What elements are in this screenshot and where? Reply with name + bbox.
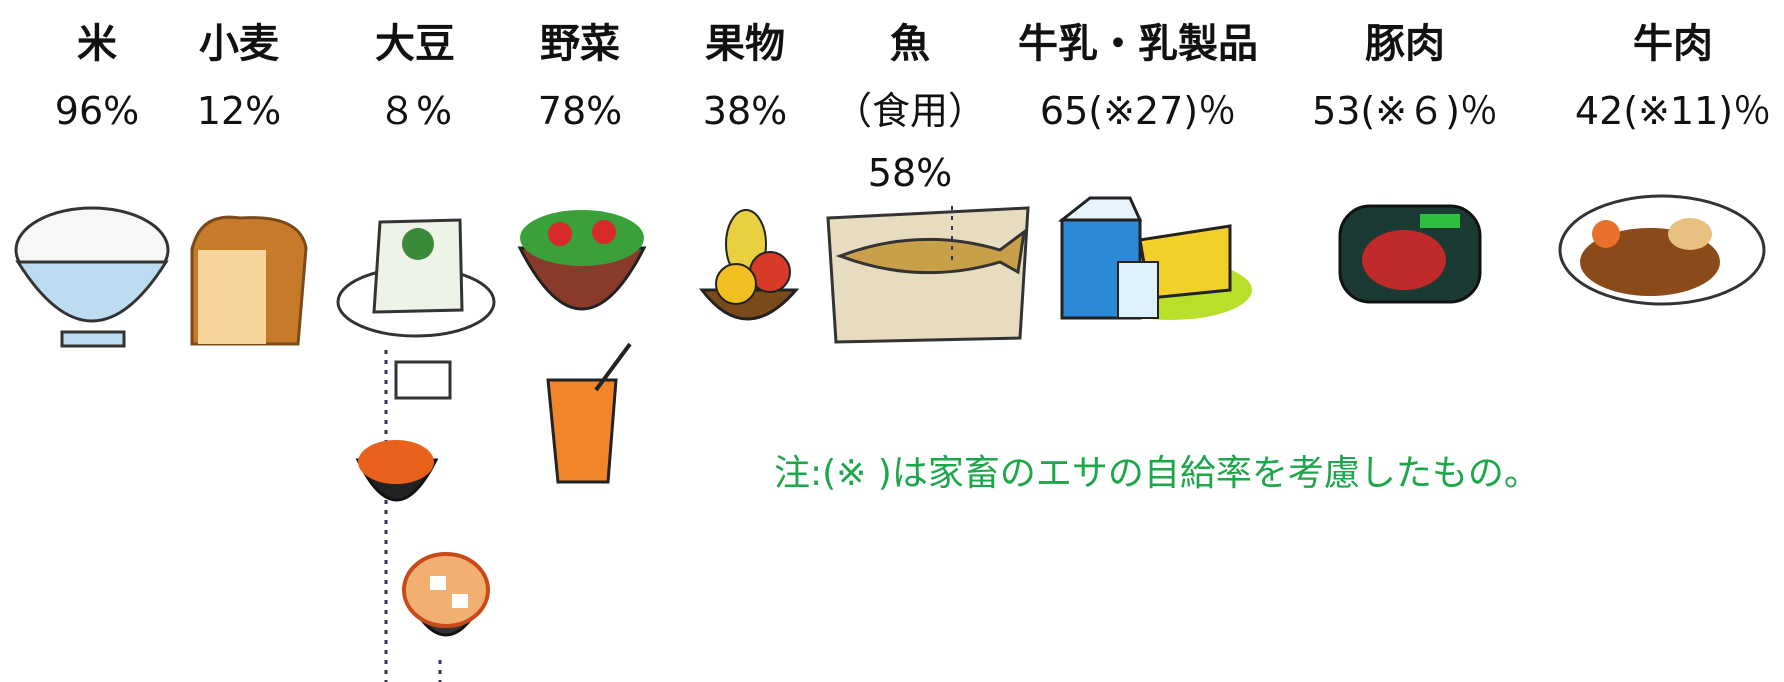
note: 注:(※ )は家畜のエサの自給率を考慮したもの。 bbox=[774, 453, 1540, 494]
item-qualifier: （食用） bbox=[833, 89, 987, 133]
item-rate: 65(※27)％ bbox=[1039, 89, 1237, 133]
item-name: 大豆 bbox=[375, 21, 455, 67]
natto-icon bbox=[355, 360, 452, 502]
item-name: 小麦 bbox=[199, 21, 279, 67]
bread-icon bbox=[190, 215, 308, 346]
miso-icon bbox=[401, 552, 491, 682]
item-rate: 53(※６)％ bbox=[1312, 89, 1498, 133]
item-name: 魚 bbox=[890, 21, 930, 67]
rice-icon bbox=[14, 206, 170, 348]
salad-icon bbox=[517, 210, 647, 311]
item-name: 野菜 bbox=[540, 21, 620, 67]
item-name: 豚肉 bbox=[1365, 21, 1445, 67]
item-name: 果物 bbox=[705, 21, 785, 67]
item-name: 米 bbox=[77, 21, 117, 67]
item-rate: 38% bbox=[702, 89, 788, 133]
milk-icon bbox=[1057, 196, 1252, 320]
item-rate: 78% bbox=[537, 89, 623, 133]
item-rate: ８% bbox=[377, 89, 453, 133]
fish-icon bbox=[826, 206, 1030, 344]
item-rate: 42(※11)％ bbox=[1574, 89, 1772, 133]
tofu-icon bbox=[336, 218, 496, 682]
pork-icon bbox=[1338, 204, 1482, 304]
item-name: 牛肉 bbox=[1633, 21, 1713, 67]
item-rate: 58% bbox=[867, 151, 953, 195]
fruit-icon bbox=[698, 209, 800, 321]
beef-icon bbox=[1558, 194, 1766, 306]
item-name: 牛乳・乳製品 bbox=[1018, 21, 1258, 67]
item-rate: 96% bbox=[54, 89, 140, 133]
item-rate: 12% bbox=[196, 89, 282, 133]
juice-icon bbox=[546, 342, 632, 484]
